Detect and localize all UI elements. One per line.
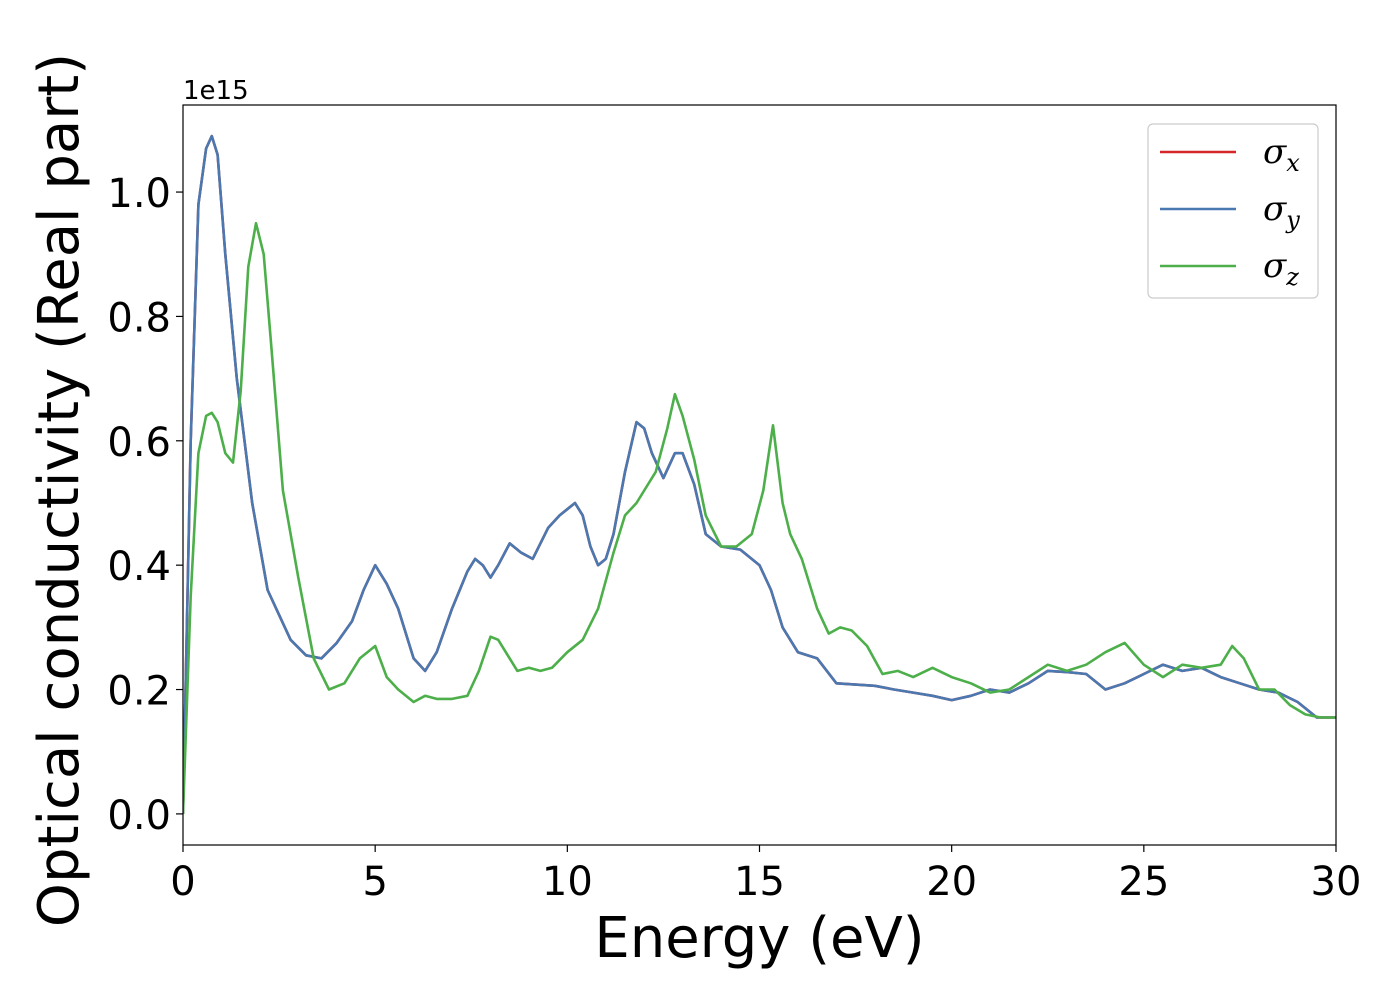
- y-tick-label: 0.6: [107, 420, 171, 466]
- x-axis-label: Energy (eV): [594, 906, 924, 971]
- legend-label-y: σy: [1263, 189, 1300, 234]
- x-axis-ticks: 0 5 10 15 20 25 30: [170, 845, 1361, 905]
- y-tick-label: 0.2: [107, 669, 171, 715]
- y-tick-label: 1.0: [107, 171, 171, 217]
- y-tick-label: 0.4: [107, 544, 171, 590]
- y-axis-ticks: 0.0 0.2 0.4 0.6 0.8 1.0: [107, 171, 183, 839]
- series-line-y: [183, 134, 1336, 814]
- x-tick-label: 30: [1311, 859, 1362, 905]
- y-offset-label: 1e15: [183, 76, 249, 106]
- x-tick-label: 25: [1118, 859, 1169, 905]
- legend-label-x: σx: [1263, 132, 1300, 177]
- series-line-z: [183, 221, 1336, 814]
- x-tick-label: 5: [362, 859, 387, 905]
- y-tick-label: 0.8: [107, 295, 171, 341]
- x-tick-label: 20: [926, 859, 977, 905]
- y-axis-label: Optical conductivity (Real part): [27, 53, 92, 927]
- x-tick-label: 10: [542, 859, 593, 905]
- legend-label-z: σz: [1263, 246, 1299, 291]
- legend-box: [1147, 123, 1319, 299]
- series-lines: [183, 134, 1336, 814]
- x-tick-label: 0: [170, 859, 195, 905]
- x-tick-label: 15: [734, 859, 785, 905]
- y-tick-label: 0.0: [107, 793, 171, 839]
- legend: σx σy σz: [1147, 123, 1319, 299]
